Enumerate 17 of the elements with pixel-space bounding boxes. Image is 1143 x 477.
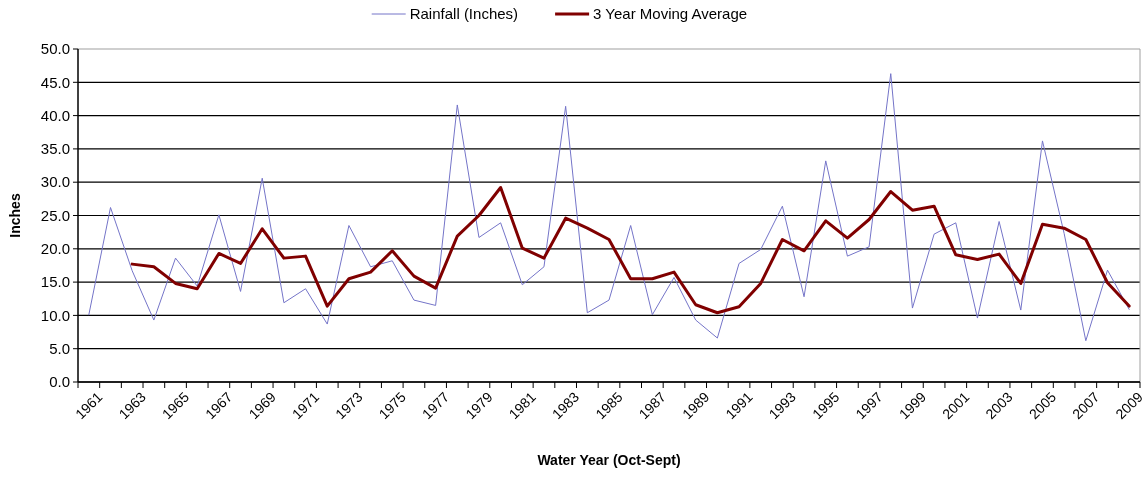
legend-label: 3 Year Moving Average — [593, 5, 748, 23]
y-tick-label: 30.0 — [40, 173, 70, 191]
y-tick-label: 5.0 — [49, 339, 70, 357]
line-series — [88, 73, 1130, 342]
y-tick-label: 20.0 — [40, 240, 70, 258]
y-axis-title: Inches — [7, 193, 23, 238]
legend-label: Rainfall (Inches) — [409, 5, 519, 23]
y-tick-label: 15.0 — [40, 273, 70, 291]
y-tick-label: 25.0 — [40, 206, 70, 224]
y-tick-label: 50.0 — [40, 40, 70, 58]
y-tick-label: 40.0 — [40, 106, 70, 124]
y-tick-label: 10.0 — [40, 306, 70, 324]
y-tick-label: 35.0 — [40, 140, 70, 158]
line-series — [130, 186, 1131, 315]
y-tick-label: 45.0 — [40, 73, 70, 91]
y-tick-label: 0.0 — [49, 373, 70, 391]
x-axis-title: Water Year (Oct-Sept) — [537, 452, 681, 468]
